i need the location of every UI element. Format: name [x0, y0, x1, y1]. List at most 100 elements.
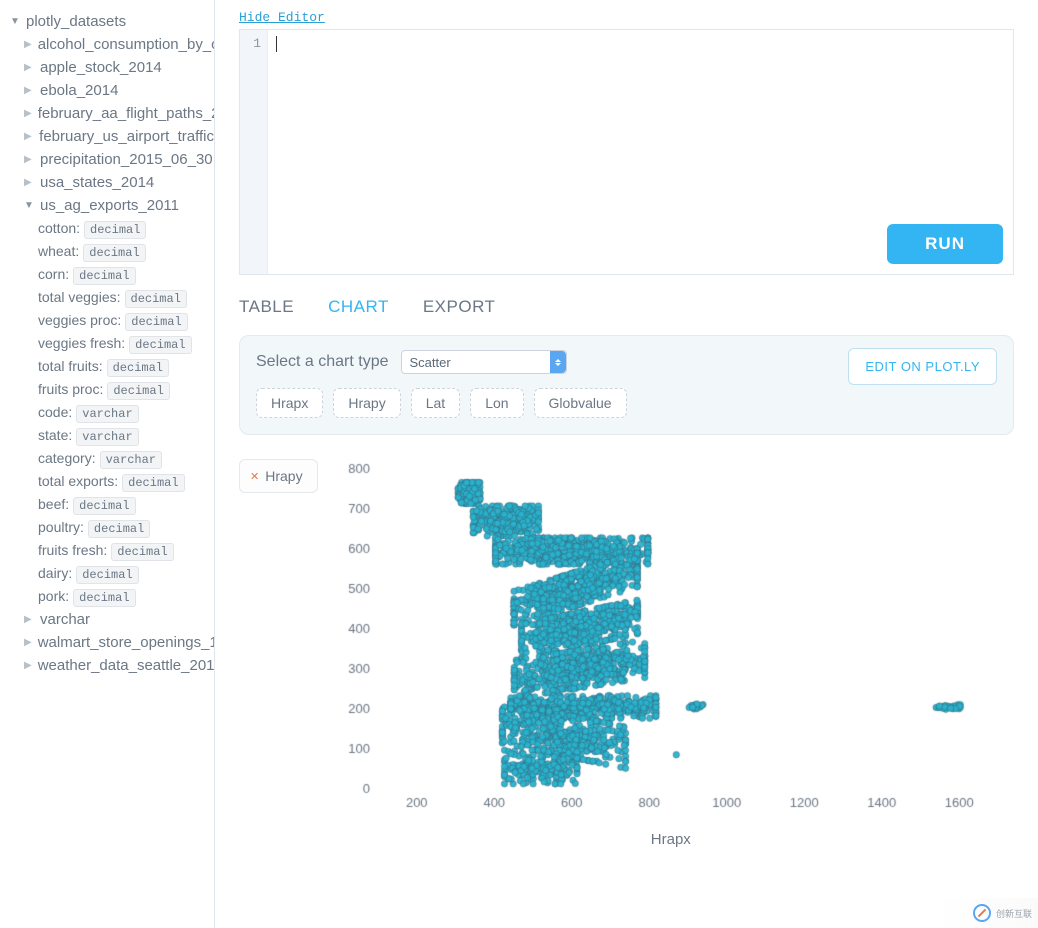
chevron-right-icon: ▶	[24, 614, 34, 625]
tree-item[interactable]: ▶ varchar	[0, 608, 214, 631]
type-badge: decimal	[129, 336, 191, 354]
tree-item-label: alcohol_consumption_by_co	[38, 36, 215, 53]
field-name: cotton:	[38, 220, 80, 236]
tree-field[interactable]: pork:decimal	[0, 585, 214, 608]
type-badge: varchar	[76, 428, 138, 446]
hide-editor-link[interactable]: Hide Editor	[239, 10, 1014, 25]
type-badge: decimal	[76, 566, 138, 584]
field-name: wheat:	[38, 243, 79, 259]
watermark: 创新互联	[938, 898, 1038, 928]
tab-table[interactable]: TABLE	[239, 297, 294, 317]
tree-item[interactable]: ▶precipitation_2015_06_30	[0, 148, 214, 171]
tree-item-label: precipitation_2015_06_30	[40, 151, 213, 168]
tree-field[interactable]: poultry:decimal	[0, 516, 214, 539]
editor-gutter: 1	[240, 30, 268, 274]
chevron-down-icon: ▼	[10, 16, 20, 27]
tree-field[interactable]: fruits fresh:decimal	[0, 539, 214, 562]
field-name: pork:	[38, 588, 69, 604]
scatter-canvas[interactable]	[328, 459, 1008, 819]
column-chip[interactable]: Globvalue	[534, 388, 627, 418]
edit-plotly-button[interactable]: EDIT ON PLOT.LY	[848, 348, 997, 385]
type-badge: decimal	[73, 497, 135, 515]
chevron-right-icon: ▶	[24, 62, 34, 73]
chart-area: ✕ Hrapy Hrapx	[239, 459, 1014, 848]
tree-field[interactable]: corn:decimal	[0, 263, 214, 286]
chevron-down-icon: ▼	[24, 200, 34, 211]
scatter-plot[interactable]: Hrapx	[328, 459, 1014, 848]
tree-item-label: weather_data_seattle_2016	[38, 657, 215, 674]
tree-item[interactable]: ▶ weather_data_seattle_2016	[0, 654, 214, 677]
tree-root-label: plotly_datasets	[26, 13, 126, 30]
field-name: dairy:	[38, 565, 72, 581]
type-badge: decimal	[125, 290, 187, 308]
tree-item[interactable]: ▶usa_states_2014	[0, 171, 214, 194]
legend[interactable]: ✕ Hrapy	[239, 459, 318, 493]
chevron-right-icon: ▶	[24, 660, 32, 671]
column-chip[interactable]: Lat	[411, 388, 460, 418]
field-name: veggies fresh:	[38, 335, 125, 351]
tree-item-label: february_us_airport_traffic	[39, 128, 214, 145]
tree-field[interactable]: veggies proc:decimal	[0, 309, 214, 332]
tree-item-label: ebola_2014	[40, 82, 118, 99]
sql-editor[interactable]: 1 RUN	[239, 29, 1014, 275]
tree-field[interactable]: beef:decimal	[0, 493, 214, 516]
tree-field[interactable]: state:varchar	[0, 424, 214, 447]
field-name: fruits proc:	[38, 381, 103, 397]
run-button[interactable]: RUN	[887, 224, 1003, 264]
tree-field[interactable]: total veggies:decimal	[0, 286, 214, 309]
legend-series-label: Hrapy	[265, 468, 302, 484]
tree-item[interactable]: ▶apple_stock_2014	[0, 56, 214, 79]
tree-field[interactable]: category:varchar	[0, 447, 214, 470]
tree-item[interactable]: ▶ february_us_airport_traffic	[0, 125, 214, 148]
x-axis-label: Hrapx	[328, 831, 1014, 848]
column-chip[interactable]: Lon	[470, 388, 523, 418]
tree-field[interactable]: veggies fresh:decimal	[0, 332, 214, 355]
tree-item[interactable]: ▶walmart_store_openings_1	[0, 631, 214, 654]
type-badge: decimal	[111, 543, 173, 561]
tree-root[interactable]: ▼ plotly_datasets	[0, 10, 214, 33]
chevron-right-icon: ▶	[24, 131, 33, 142]
remove-series-icon[interactable]: ✕	[250, 470, 259, 483]
chart-type-label: Select a chart type	[256, 353, 389, 371]
tree-field[interactable]: dairy:decimal	[0, 562, 214, 585]
field-name: code:	[38, 404, 72, 420]
field-name: beef:	[38, 496, 69, 512]
tree-item-label: usa_states_2014	[40, 174, 154, 191]
tree-field[interactable]: total exports:decimal	[0, 470, 214, 493]
tree-item[interactable]: ▼ us_ag_exports_2011	[0, 194, 214, 217]
field-name: total veggies:	[38, 289, 121, 305]
column-chip[interactable]: Hrapy	[333, 388, 400, 418]
chevron-right-icon: ▶	[24, 85, 34, 96]
chart-type-select[interactable]: Scatter	[401, 350, 567, 374]
watermark-icon	[973, 904, 991, 922]
main-panel: Hide Editor 1 RUN TABLE CHART EXPORT Selec…	[215, 0, 1038, 928]
tree-item[interactable]: ▶february_aa_flight_paths_2	[0, 102, 214, 125]
tree-field[interactable]: code:varchar	[0, 401, 214, 424]
text-cursor	[276, 36, 277, 52]
chevron-right-icon: ▶	[24, 108, 32, 119]
tree-field[interactable]: cotton:decimal	[0, 217, 214, 240]
type-badge: decimal	[125, 313, 187, 331]
chart-config-panel: Select a chart type Scatter EDIT ON PLOT…	[239, 335, 1014, 435]
result-tabs: TABLE CHART EXPORT	[239, 275, 1014, 335]
tree-item-label: varchar	[40, 611, 90, 628]
tab-chart[interactable]: CHART	[328, 297, 389, 317]
field-name: category:	[38, 450, 96, 466]
field-name: poultry:	[38, 519, 84, 535]
type-badge: decimal	[107, 359, 169, 377]
chevron-right-icon: ▶	[24, 637, 32, 648]
type-badge: varchar	[76, 405, 138, 423]
type-badge: decimal	[107, 382, 169, 400]
type-badge: decimal	[122, 474, 184, 492]
tab-export[interactable]: EXPORT	[423, 297, 496, 317]
tree-item[interactable]: ▶ ebola_2014	[0, 79, 214, 102]
tree-field[interactable]: wheat:decimal	[0, 240, 214, 263]
tree-item[interactable]: ▶alcohol_consumption_by_co	[0, 33, 214, 56]
tree-field[interactable]: total fruits:decimal	[0, 355, 214, 378]
select-arrow-icon	[550, 351, 566, 373]
type-badge: decimal	[84, 221, 146, 239]
column-chip[interactable]: Hrapx	[256, 388, 323, 418]
tree-item-label: us_ag_exports_2011	[40, 197, 179, 214]
column-chips: Hrapx Hrapy Lat Lon Globvalue	[256, 388, 997, 418]
tree-field[interactable]: fruits proc:decimal	[0, 378, 214, 401]
